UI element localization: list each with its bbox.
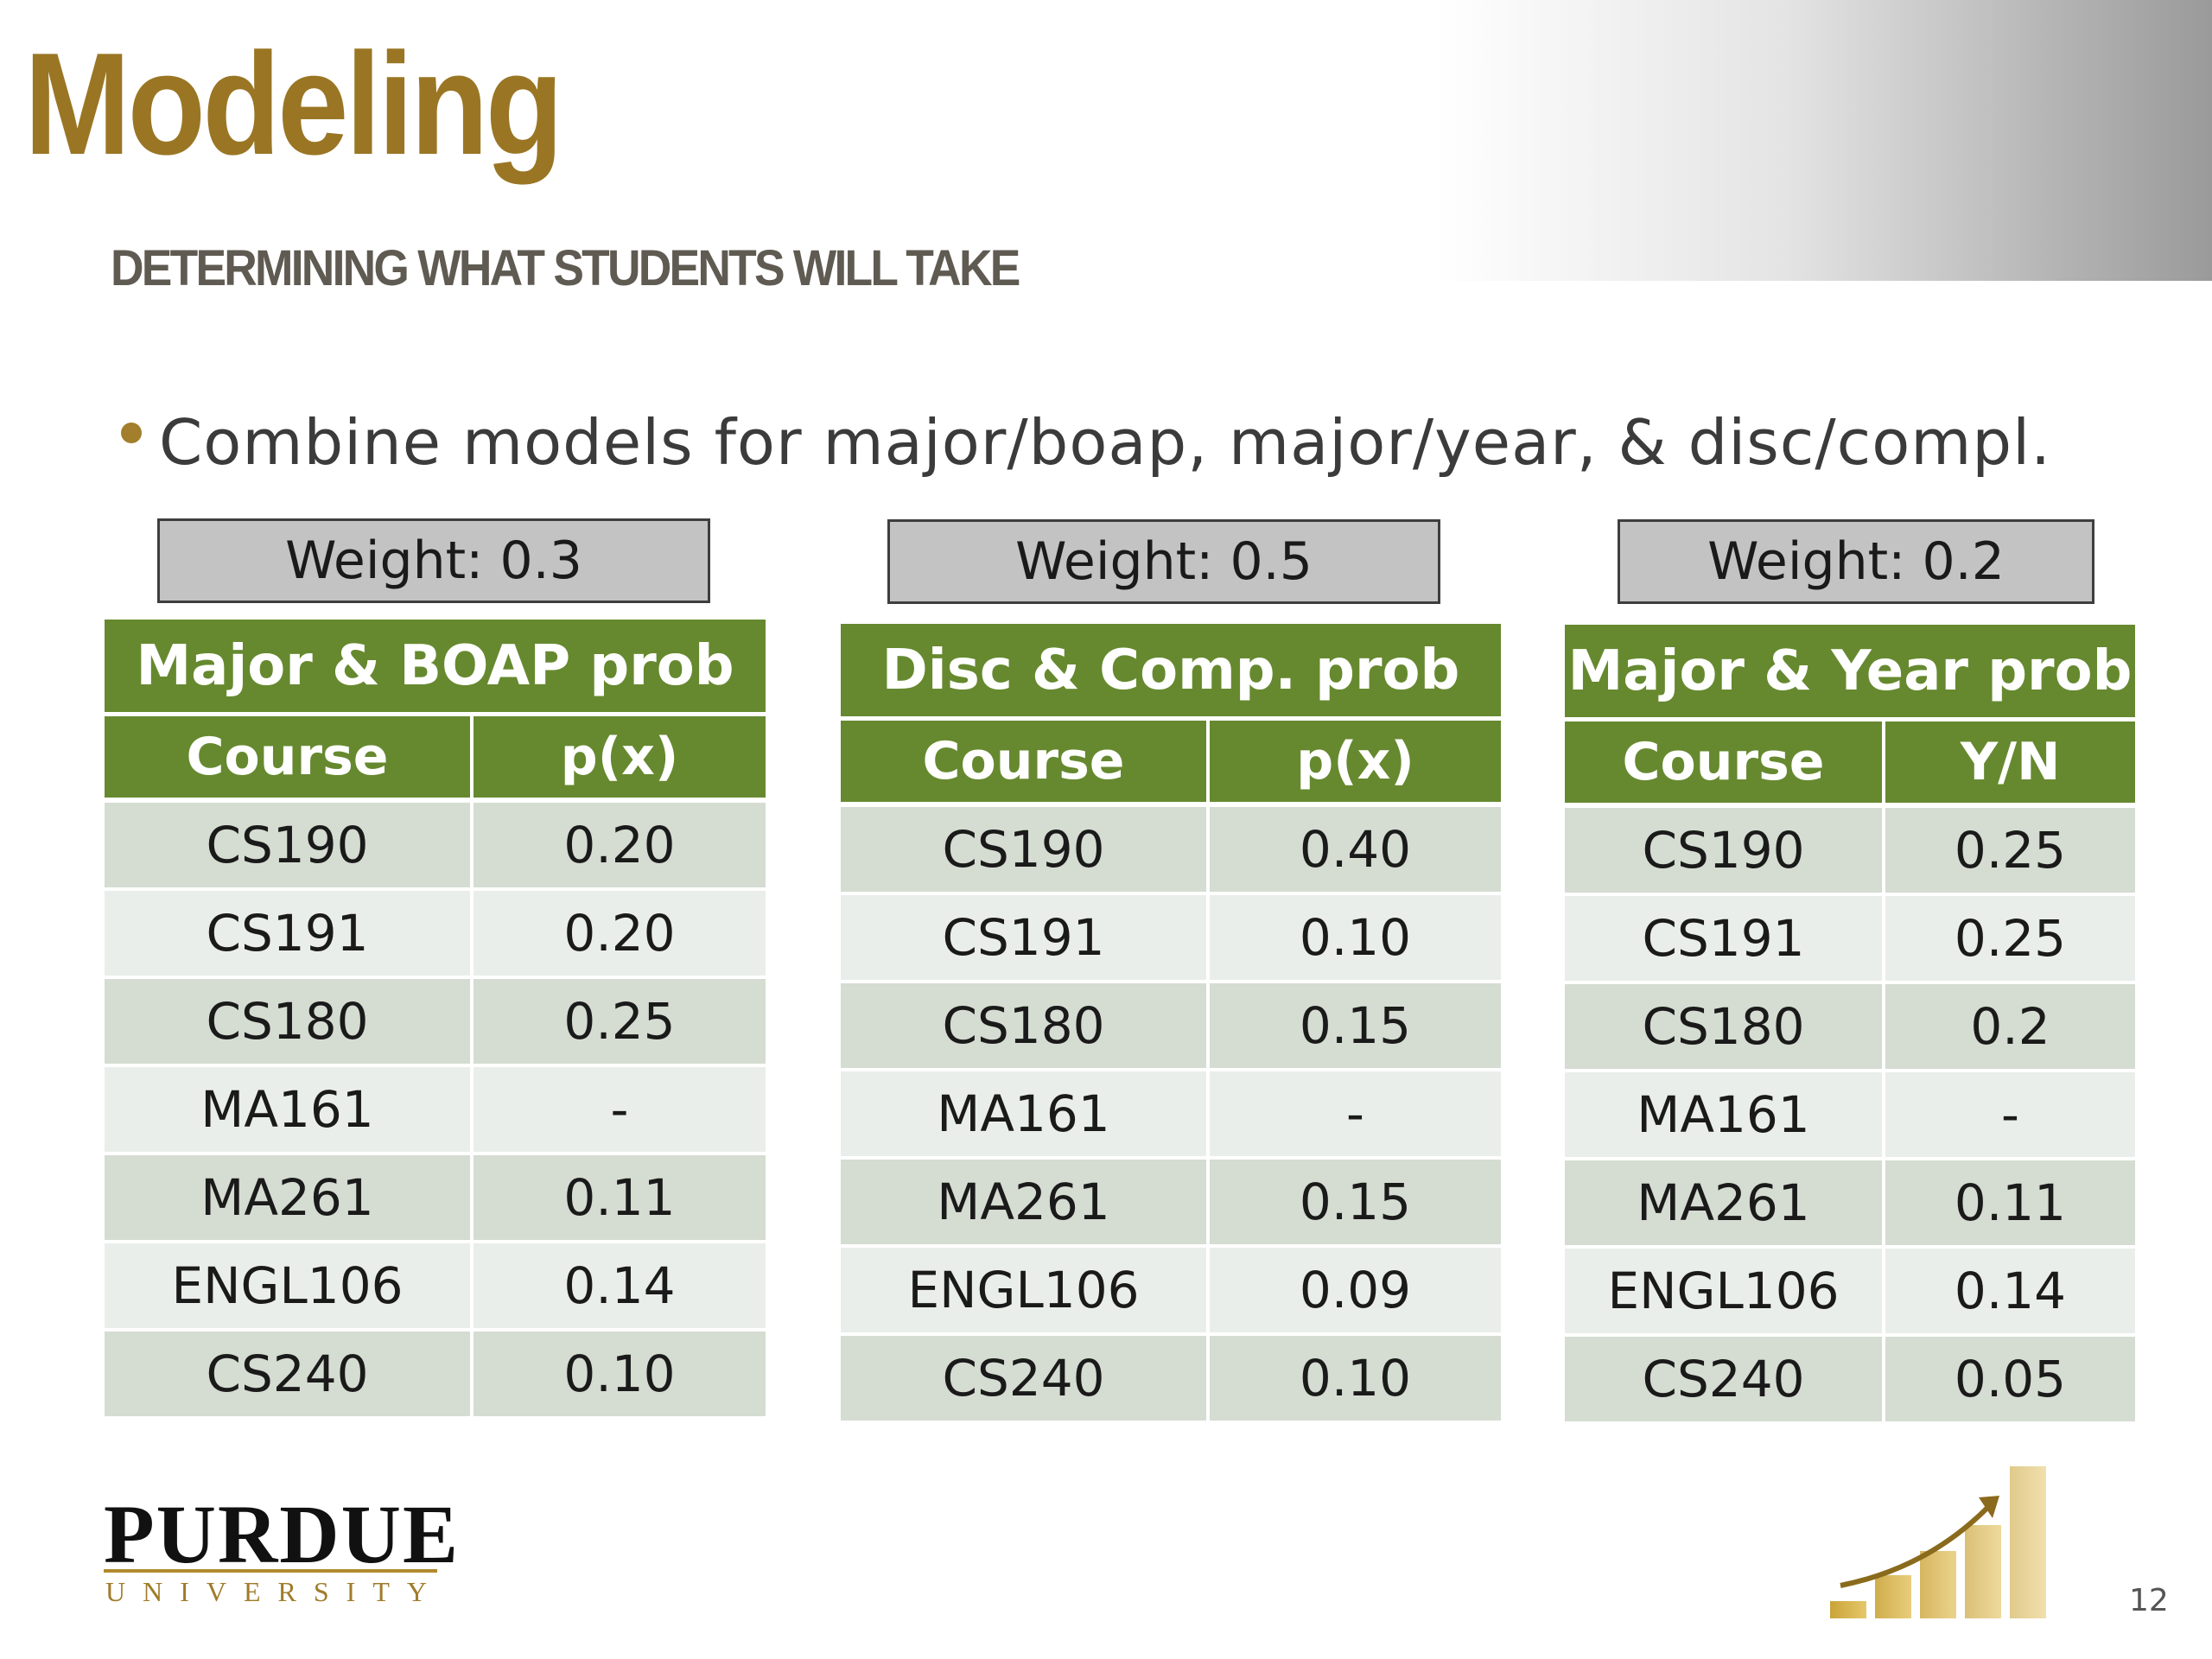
table-row: CS240 0.10: [841, 1336, 1501, 1421]
table-row: MA261 0.15: [841, 1160, 1501, 1248]
course-cell: CS191: [105, 891, 470, 976]
course-cell: ENGL106: [1565, 1249, 1882, 1333]
value-cell: 0.25: [1882, 808, 2135, 893]
course-cell: ENGL106: [105, 1243, 470, 1328]
table-header-row: Course Y/N: [1565, 721, 2135, 808]
table-row: CS190 0.25: [1565, 808, 2135, 896]
bullet-text: Combine models for major/boap, major/yea…: [159, 406, 2052, 479]
value-cell: 0.05: [1882, 1337, 2135, 1421]
header-course: Course: [841, 721, 1206, 802]
weight-box-3: Weight: 0.2: [1618, 519, 2094, 604]
table-row: MA161 -: [841, 1071, 1501, 1160]
header-value: Y/N: [1882, 721, 2135, 803]
value-cell: 0.15: [1206, 983, 1501, 1068]
table-row: CS191 0.25: [1565, 896, 2135, 984]
weight-box-1: Weight: 0.3: [157, 518, 710, 603]
table-row: MA261 0.11: [1565, 1160, 2135, 1249]
table-row: CS180 0.25: [105, 979, 766, 1067]
logo-wordmark: PURDUE: [104, 1488, 460, 1580]
purdue-logo: PURDUE UNIVERSITY: [104, 1488, 460, 1607]
value-cell: 0.20: [470, 803, 766, 887]
slide-title: Modeling: [24, 22, 563, 185]
table-major-year: Major & Year prob Course Y/N CS190 0.25 …: [1565, 625, 2135, 1421]
course-cell: ENGL106: [841, 1248, 1206, 1332]
table-title: Major & BOAP prob: [105, 620, 766, 716]
table-row: CS191 0.20: [105, 891, 766, 979]
value-cell: 0.25: [1882, 896, 2135, 981]
bullet-dot-icon: [121, 423, 142, 443]
slide-subtitle: DETERMINING WHAT STUDENTS WILL TAKE: [111, 240, 1020, 296]
course-cell: CS240: [105, 1332, 470, 1416]
course-cell: CS180: [841, 983, 1206, 1068]
value-cell: 0.20: [470, 891, 766, 976]
value-cell: 0.2: [1882, 984, 2135, 1069]
table-row: MA261 0.11: [105, 1155, 766, 1243]
header-value: p(x): [1206, 721, 1501, 802]
value-cell: 0.11: [470, 1155, 766, 1240]
course-cell: CS240: [841, 1336, 1206, 1421]
table-row: CS190 0.20: [105, 803, 766, 891]
table-row: CS191 0.10: [841, 895, 1501, 983]
course-cell: MA161: [105, 1067, 470, 1152]
table-row: ENGL106 0.14: [105, 1243, 766, 1332]
value-cell: -: [1206, 1071, 1501, 1156]
table-row: CS240 0.05: [1565, 1337, 2135, 1421]
value-cell: 0.14: [470, 1243, 766, 1328]
course-cell: MA261: [841, 1160, 1206, 1244]
value-cell: 0.25: [470, 979, 766, 1064]
course-cell: MA161: [841, 1071, 1206, 1156]
header-course: Course: [105, 716, 470, 798]
course-cell: CS180: [1565, 984, 1882, 1069]
table-row: ENGL106 0.09: [841, 1248, 1501, 1336]
table-row: ENGL106 0.14: [1565, 1249, 2135, 1337]
table-header-row: Course p(x): [841, 721, 1501, 807]
course-cell: CS190: [1565, 808, 1882, 893]
value-cell: 0.40: [1206, 807, 1501, 892]
table-row: MA161 -: [105, 1067, 766, 1155]
table-header-row: Course p(x): [105, 716, 766, 803]
table-major-boap: Major & BOAP prob Course p(x) CS190 0.20…: [105, 620, 766, 1416]
bullet-item: Combine models for major/boap, major/yea…: [121, 399, 2051, 486]
course-cell: CS240: [1565, 1337, 1882, 1421]
corner-gradient-decoration: [1434, 0, 2212, 281]
value-cell: 0.10: [1206, 895, 1501, 980]
course-cell: MA261: [1565, 1160, 1882, 1245]
course-cell: MA161: [1565, 1072, 1882, 1157]
table-row: MA161 -: [1565, 1072, 2135, 1160]
table-disc-comp: Disc & Comp. prob Course p(x) CS190 0.40…: [841, 624, 1501, 1421]
table-title: Disc & Comp. prob: [841, 624, 1501, 721]
weight-box-2: Weight: 0.5: [887, 519, 1440, 604]
value-cell: 0.11: [1882, 1160, 2135, 1245]
table-row: CS190 0.40: [841, 807, 1501, 895]
course-cell: CS190: [841, 807, 1206, 892]
course-cell: CS191: [841, 895, 1206, 980]
value-cell: -: [1882, 1072, 2135, 1157]
table-row: CS180 0.2: [1565, 984, 2135, 1072]
page-number: 12: [2129, 1583, 2169, 1618]
logo-rule: [104, 1569, 437, 1573]
course-cell: CS191: [1565, 896, 1882, 981]
table-title: Major & Year prob: [1565, 625, 2135, 721]
header-course: Course: [1565, 721, 1882, 803]
table-row: CS240 0.10: [105, 1332, 766, 1416]
course-cell: CS190: [105, 803, 470, 887]
value-cell: 0.14: [1882, 1249, 2135, 1333]
table-row: CS180 0.15: [841, 983, 1501, 1071]
course-cell: MA261: [105, 1155, 470, 1240]
value-cell: -: [470, 1067, 766, 1152]
header-value: p(x): [470, 716, 766, 798]
value-cell: 0.10: [1206, 1336, 1501, 1421]
value-cell: 0.15: [1206, 1160, 1501, 1244]
course-cell: CS180: [105, 979, 470, 1064]
value-cell: 0.10: [470, 1332, 766, 1416]
growth-chart-icon: [1823, 1456, 2065, 1624]
value-cell: 0.09: [1206, 1248, 1501, 1332]
logo-subtext: UNIVERSITY: [105, 1576, 444, 1607]
